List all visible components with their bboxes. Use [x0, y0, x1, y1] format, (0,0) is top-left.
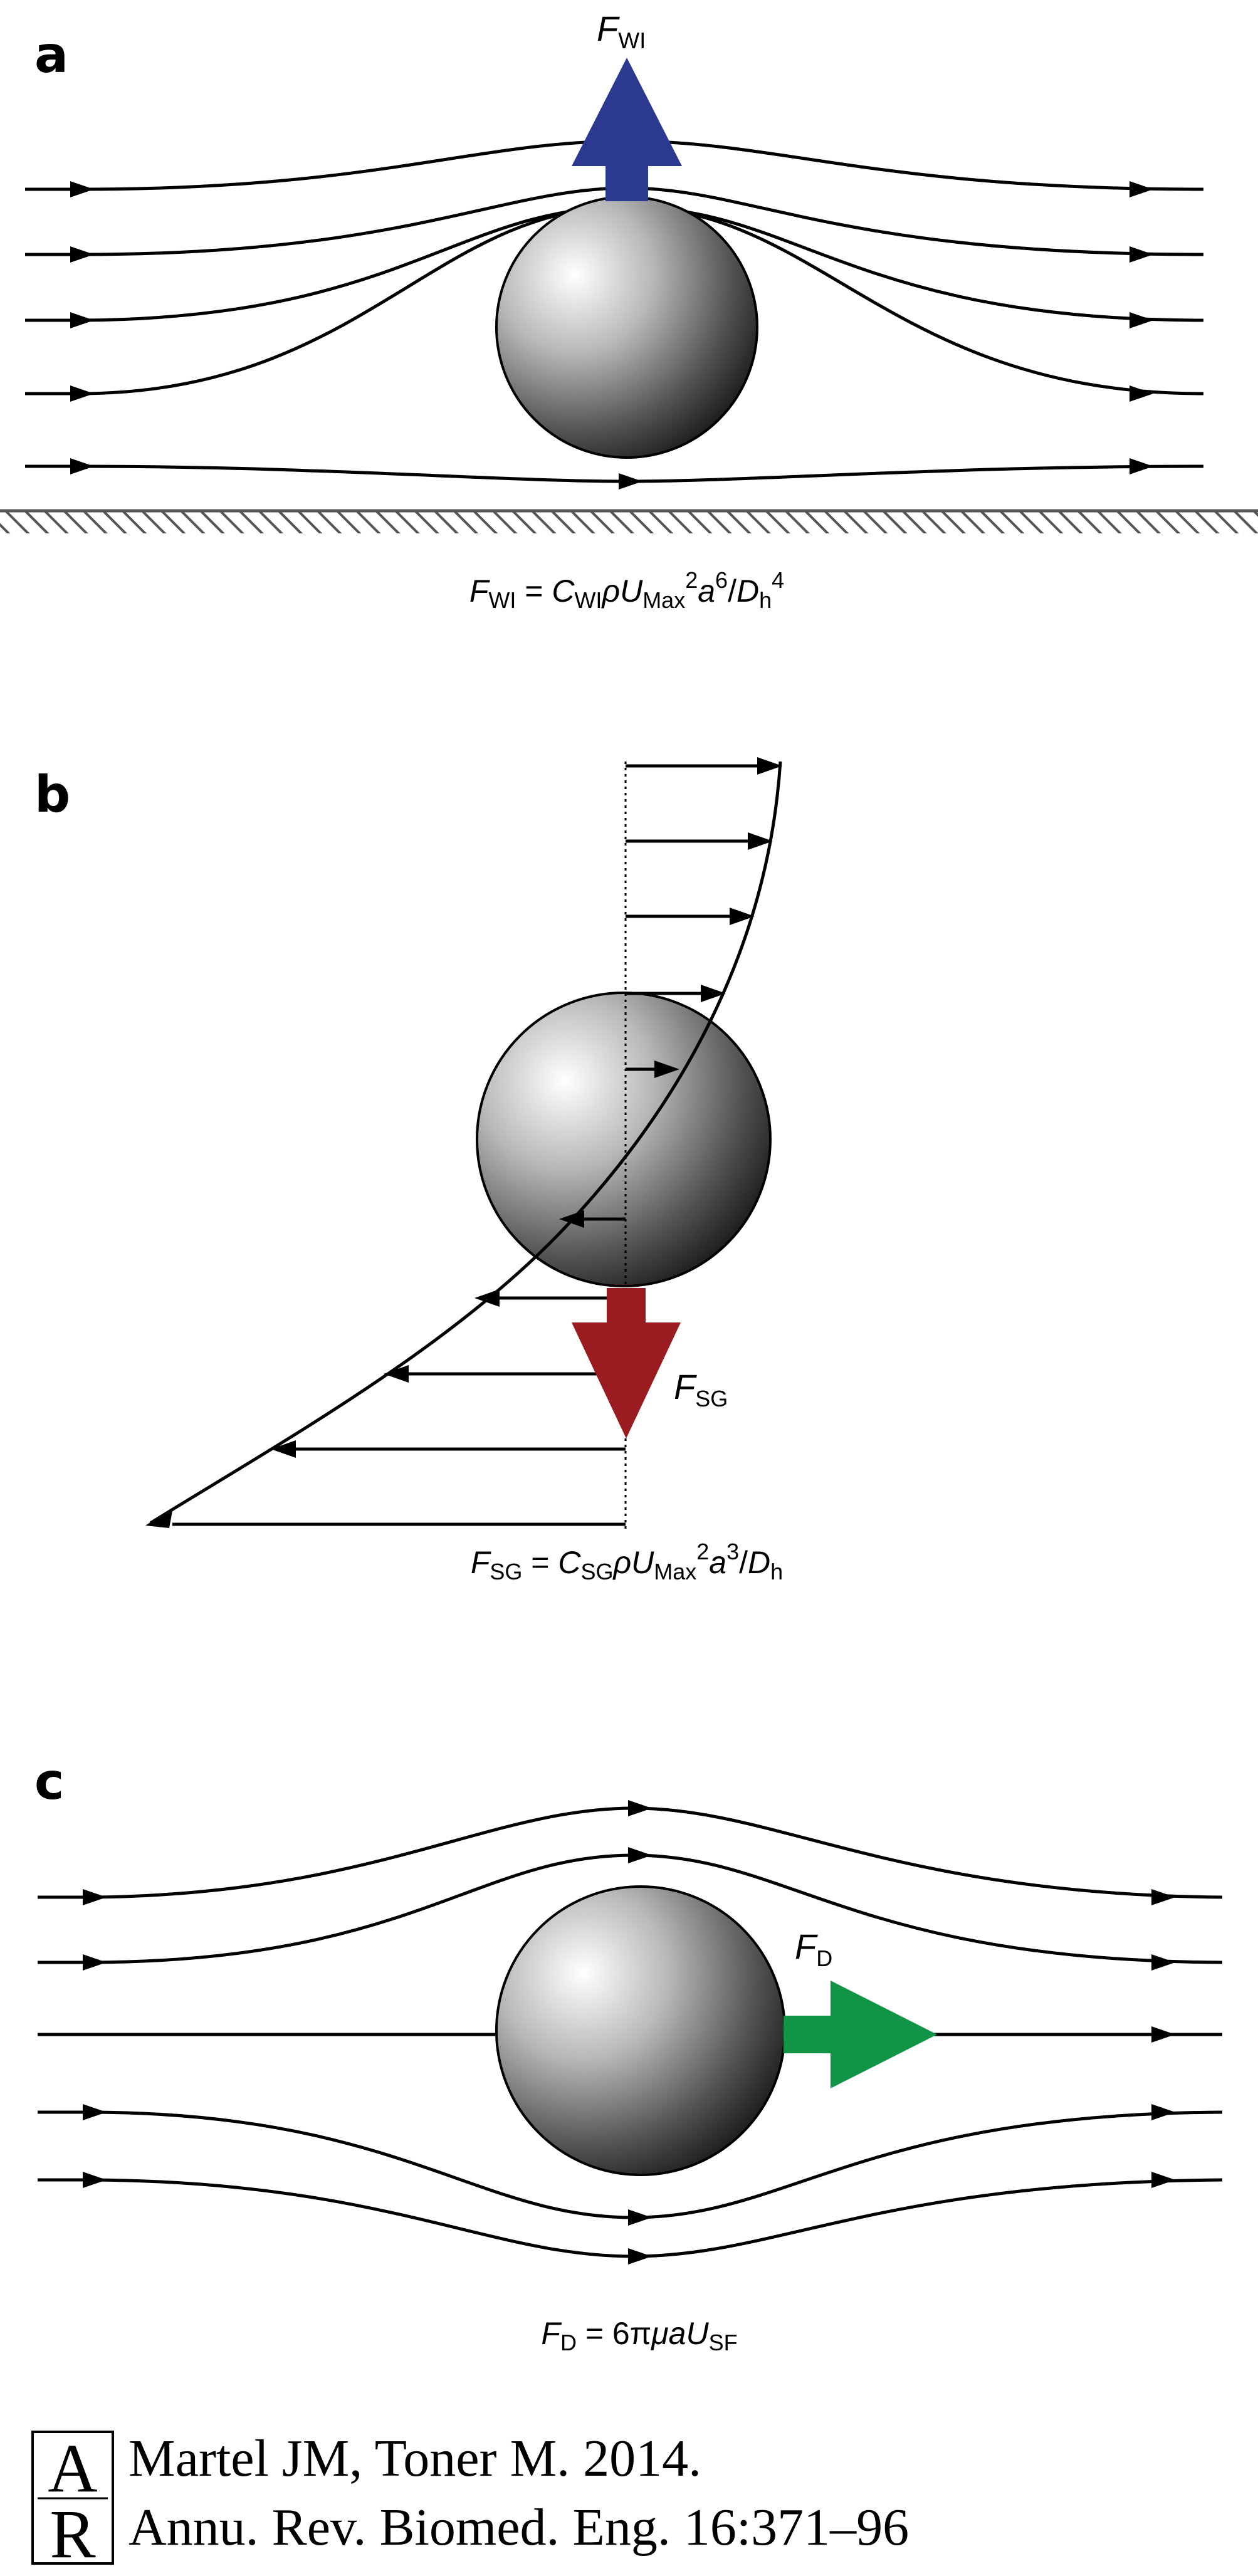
arrowhead-a2-in — [70, 246, 94, 263]
panel-a-force-label: FWI — [597, 9, 646, 53]
arrowhead-a3-in — [70, 312, 94, 328]
shear-arrow-shaft — [607, 1288, 646, 1326]
arrowhead-c2-mid — [628, 1847, 652, 1863]
velocity-arrow-4-head — [701, 985, 726, 1002]
panel-b-equation: FSG = CSGρUMax2a3/Dh — [471, 1539, 783, 1584]
svg-text:A: A — [48, 2430, 97, 2506]
velocity-arrow-3-head — [730, 908, 755, 925]
arrowhead-c5-out — [1151, 2172, 1175, 2188]
panel-c: c — [34, 1752, 1223, 2355]
streamline-a5 — [25, 464, 1204, 483]
arrowhead-c4-mid — [628, 2209, 652, 2226]
panel-c-letter: c — [34, 1752, 64, 1811]
citation-line-2: Annu. Rev. Biomed. Eng. 16:371–96 — [128, 2498, 909, 2557]
panel-a-equation: FWI = CWIρUMax2a6/Dh4 — [469, 567, 784, 613]
panel-b-letter: b — [34, 765, 70, 824]
panel-c-flow-arrowheads — [83, 1800, 1175, 2264]
arrowhead-c1-out — [1151, 1889, 1175, 1905]
arrowhead-c5-mid — [628, 2248, 652, 2264]
arrowhead-a2-out — [1130, 246, 1153, 263]
panel-b-shear-force-arrow — [572, 1288, 681, 1438]
panel-b-force-label: FSG — [674, 1367, 728, 1411]
arrowhead-a5-in — [70, 458, 94, 474]
lift-arrow-head — [572, 58, 682, 166]
panel-b: b — [34, 757, 783, 1584]
velocity-arrow-9-head — [271, 1440, 296, 1458]
annual-reviews-logo: A R — [31, 2430, 114, 2572]
velocity-arrow-2-head — [748, 832, 773, 850]
panel-a-letter: a — [34, 26, 68, 84]
arrowhead-a4-in — [70, 385, 94, 402]
arrowhead-c1-in — [83, 1889, 107, 1905]
velocity-arrow-1-head — [757, 757, 782, 775]
drag-arrow-shaft — [784, 2016, 837, 2053]
panel-c-force-label: FD — [795, 1927, 832, 1971]
velocity-arrow-6-head — [559, 1210, 584, 1228]
panel-c-drag-force-arrow — [784, 1981, 937, 2088]
velocity-arrow-5-head — [654, 1060, 679, 1078]
arrowhead-c2-out — [1151, 1954, 1175, 1971]
velocity-arrow-8-head — [384, 1365, 409, 1383]
panel-c-equation: FD = 6πμaUSF — [541, 2316, 737, 2355]
arrowhead-c4-in — [83, 2104, 107, 2120]
arrowhead-c4-out — [1151, 2104, 1175, 2120]
svg-text:R: R — [50, 2496, 96, 2572]
profile-end-arrowhead — [145, 1507, 173, 1528]
arrowhead-c2-in — [83, 1954, 107, 1971]
arrowhead-a4-out — [1130, 385, 1153, 402]
panel-a-flow-arrowheads — [70, 181, 1153, 490]
drag-arrow-head — [831, 1981, 937, 2088]
panel-a-wall-hatch — [0, 511, 1258, 533]
citation-block: A R Martel JM, Toner M. 2014. Annu. Rev.… — [31, 2429, 909, 2572]
panel-a: a — [0, 9, 1258, 613]
panel-b-velocity-arrows — [172, 757, 782, 1526]
panel-a-lift-force-arrow — [572, 58, 682, 201]
lift-arrow-shaft — [605, 160, 648, 201]
panel-b-particle — [476, 992, 772, 1287]
arrowhead-a3-out — [1130, 312, 1153, 328]
citation-line-1: Martel JM, Toner M. 2014. — [128, 2429, 701, 2488]
arrowhead-a5-out — [1130, 458, 1153, 474]
velocity-arrow-7-head — [474, 1289, 500, 1307]
arrowhead-c3-out — [1151, 2026, 1175, 2043]
panel-b-velocity-profile — [149, 761, 782, 1525]
panel-c-particle — [495, 1885, 786, 2176]
arrowhead-a1-out — [1130, 181, 1153, 197]
arrowhead-a5-mid — [619, 473, 642, 490]
arrowhead-c1-mid — [628, 1800, 652, 1816]
arrowhead-c5-in — [83, 2172, 107, 2188]
panel-a-particle — [495, 196, 758, 459]
shear-arrow-head — [572, 1322, 681, 1438]
arrowhead-a1-in — [70, 181, 94, 197]
